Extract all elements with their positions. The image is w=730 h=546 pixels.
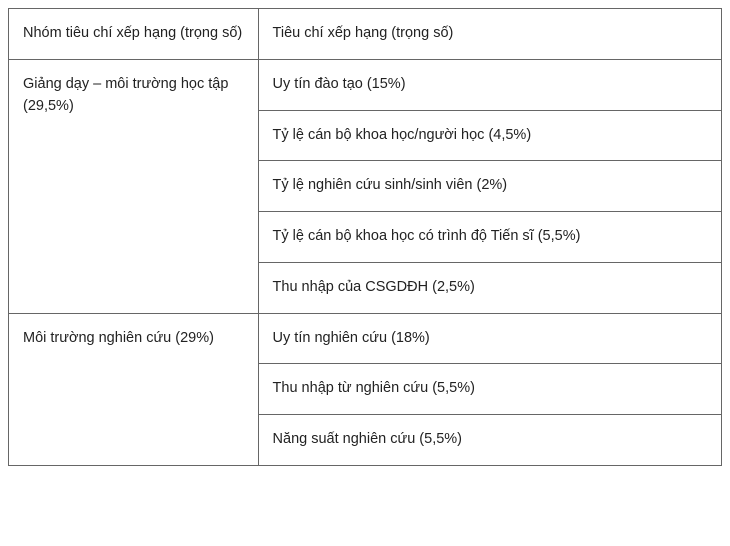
criteria-cell: Uy tín nghiên cứu (18%) xyxy=(258,313,721,364)
criteria-cell: Tỷ lệ nghiên cứu sinh/sinh viên (2%) xyxy=(258,161,721,212)
header-cell-criteria: Tiêu chí xếp hạng (trọng số) xyxy=(258,9,721,60)
criteria-cell: Thu nhập từ nghiên cứu (5,5%) xyxy=(258,364,721,415)
table-header-row: Nhóm tiêu chí xếp hạng (trọng số) Tiêu c… xyxy=(9,9,722,60)
criteria-cell: Tỷ lệ cán bộ khoa học có trình độ Tiến s… xyxy=(258,212,721,263)
table-row: Môi trường nghiên cứu (29%) Uy tín nghiê… xyxy=(9,313,722,364)
criteria-cell: Thu nhập của CSGDĐH (2,5%) xyxy=(258,262,721,313)
criteria-cell: Uy tín đào tạo (15%) xyxy=(258,59,721,110)
group-name-cell: Môi trường nghiên cứu (29%) xyxy=(9,313,259,465)
criteria-cell: Tỷ lệ cán bộ khoa học/người học (4,5%) xyxy=(258,110,721,161)
table-row: Giảng dạy – môi trường học tập (29,5%) U… xyxy=(9,59,722,110)
criteria-cell: Năng suất nghiên cứu (5,5%) xyxy=(258,415,721,466)
ranking-criteria-table: Nhóm tiêu chí xếp hạng (trọng số) Tiêu c… xyxy=(8,8,722,466)
group-name-cell: Giảng dạy – môi trường học tập (29,5%) xyxy=(9,59,259,313)
header-cell-group: Nhóm tiêu chí xếp hạng (trọng số) xyxy=(9,9,259,60)
